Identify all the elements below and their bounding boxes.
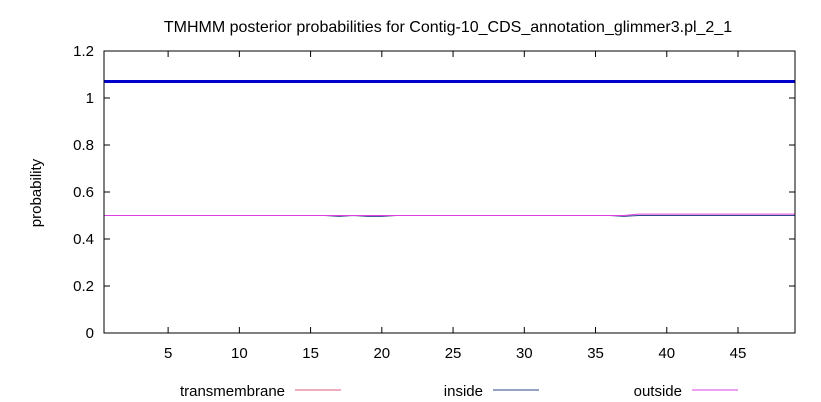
- series-layer: [104, 213, 795, 334]
- y-tick-label: 0.8: [73, 137, 94, 154]
- x-tick-label: 15: [302, 345, 319, 362]
- x-tick-label: 40: [658, 345, 675, 362]
- x-tick-label: 20: [373, 345, 390, 362]
- y-tick-label: 0: [86, 325, 94, 342]
- y-axis-label: probability: [28, 158, 45, 227]
- x-tick-label: 35: [587, 345, 604, 362]
- chart-title: TMHMM posterior probabilities for Contig…: [164, 19, 732, 36]
- plot-frame: [103, 50, 796, 334]
- series-line-outside: [104, 213, 795, 216]
- y-tick-label: 1.2: [73, 43, 94, 60]
- y-tick-label: 0.2: [73, 278, 94, 295]
- x-tick-label: 5: [164, 345, 172, 362]
- x-tick-label: 45: [730, 345, 747, 362]
- series-line-inside: [104, 214, 795, 217]
- y-tick-label: 1: [86, 90, 94, 107]
- legend-label-transmembrane: transmembrane: [180, 383, 285, 400]
- y-tick-label: 0.4: [73, 231, 94, 248]
- x-tick-label: 30: [516, 345, 533, 362]
- x-tick-label: 10: [231, 345, 248, 362]
- x-axis-ticks: 5 10 15 20 25 30 35 40 45: [164, 51, 746, 362]
- y-tick-label: 0.6: [73, 184, 94, 201]
- x-tick-label: 25: [445, 345, 462, 362]
- y-axis-ticks: 0 0.2 0.4 0.6 0.8 1 1.2: [73, 43, 795, 342]
- legend: transmembrane inside outside: [180, 383, 738, 400]
- legend-label-inside: inside: [444, 383, 483, 400]
- legend-label-outside: outside: [634, 383, 682, 400]
